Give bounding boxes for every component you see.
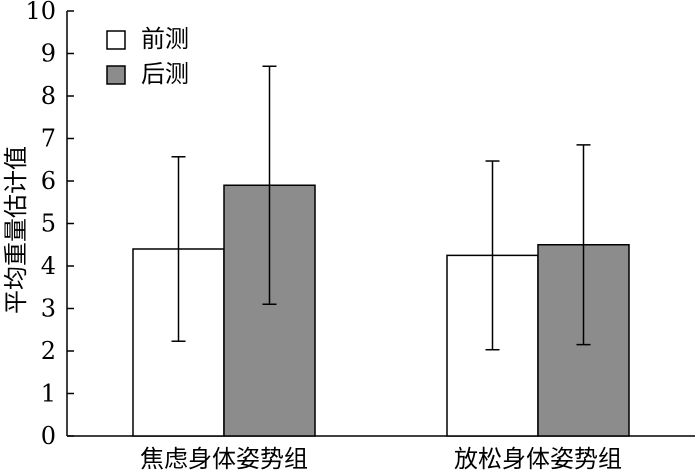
legend-label-0: 前测 bbox=[141, 25, 189, 53]
y-tick-label-10: 10 bbox=[25, 0, 56, 25]
legend-swatch-0 bbox=[106, 30, 126, 50]
y-tick-label-8: 8 bbox=[41, 82, 56, 110]
legend-swatch-1 bbox=[106, 65, 126, 85]
y-tick-label-9: 9 bbox=[41, 40, 56, 68]
legend-label-1: 后测 bbox=[141, 60, 189, 88]
x-tick-label-0: 焦虑身体姿势组 bbox=[140, 445, 308, 473]
category-labels: 焦虑身体姿势组 放松身体姿势组 bbox=[140, 445, 622, 473]
y-tick-label-6: 6 bbox=[41, 167, 56, 195]
y-tick-label-3: 3 bbox=[41, 295, 56, 323]
y-tick-label-7: 7 bbox=[41, 125, 56, 153]
x-tick-label-1: 放松身体姿势组 bbox=[454, 445, 622, 473]
y-tick-label-1: 1 bbox=[41, 380, 56, 408]
y-tick-labels: 0 1 2 3 4 5 6 7 8 9 10 bbox=[25, 0, 56, 450]
y-tick-label-5: 5 bbox=[41, 210, 56, 238]
y-tick-label-0: 0 bbox=[41, 422, 56, 450]
error-bars bbox=[171, 65, 591, 351]
y-axis-title: 平均重量估计值 bbox=[2, 146, 30, 314]
bars bbox=[132, 184, 630, 437]
y-tick-label-4: 4 bbox=[41, 252, 56, 280]
y-tick-label-2: 2 bbox=[41, 337, 56, 365]
